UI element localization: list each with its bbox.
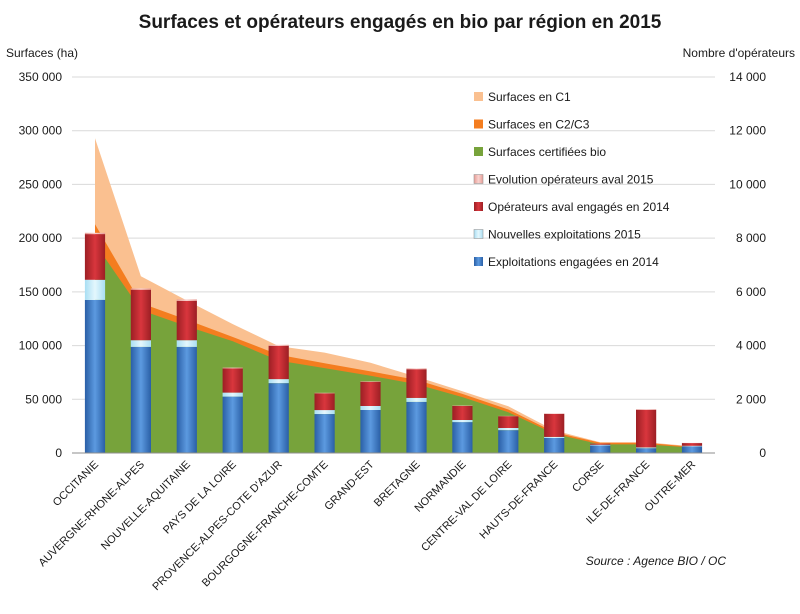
y-left-tick-label: 150 000 — [19, 285, 63, 299]
bar-evolution-op-rateurs-aval-2015 — [406, 368, 426, 369]
bar-op-rateurs-aval-engag-s-en-2014 — [636, 410, 656, 448]
y-axis-right-ticks: 0 2 000 4 000 6 000 8 000 10 000 12 000 14 000 — [729, 70, 766, 460]
legend-swatch — [474, 175, 483, 184]
y-right-tick-label: 8 000 — [736, 231, 766, 245]
y-left-tick-label: 100 000 — [19, 339, 63, 353]
y-right-tick-label: 6 000 — [736, 285, 766, 299]
x-tick-label: CENTRE-VAL DE LOIRE — [419, 459, 514, 554]
bar-evolution-op-rateurs-aval-2015 — [85, 233, 105, 234]
bar-nouvelles-exploitations-2015 — [269, 379, 289, 383]
bar-nouvelles-exploitations-2015 — [406, 398, 426, 402]
y-right-tick-label: 4 000 — [736, 339, 766, 353]
bar-nouvelles-exploitations-2015 — [636, 447, 656, 448]
bar-exploitations-engag-es-en-2014 — [177, 347, 197, 453]
legend-label: Nouvelles exploitations 2015 — [488, 228, 641, 242]
bar-op-rateurs-aval-engag-s-en-2014 — [360, 382, 380, 406]
bar-nouvelles-exploitations-2015 — [452, 420, 472, 422]
bar-op-rateurs-aval-engag-s-en-2014 — [223, 368, 243, 392]
y-axis-left-label: Surfaces (ha) — [6, 46, 78, 60]
legend-swatch — [474, 92, 483, 101]
y-left-tick-label: 50 000 — [25, 392, 62, 406]
legend-swatch — [474, 147, 483, 156]
y-right-tick-label: 0 — [759, 446, 766, 460]
bar-nouvelles-exploitations-2015 — [131, 340, 151, 347]
x-axis: OCCITANIEAUVERGNE-RHONE-ALPESNOUVELLE-AQ… — [37, 453, 715, 593]
legend-label: Exploitations engagées en 2014 — [488, 255, 659, 269]
legend-swatch — [474, 120, 483, 129]
bar-op-rateurs-aval-engag-s-en-2014 — [590, 444, 610, 445]
bar-evolution-op-rateurs-aval-2015 — [360, 381, 380, 382]
bar-nouvelles-exploitations-2015 — [498, 428, 518, 430]
legend-label: Evolution opérateurs aval 2015 — [488, 173, 654, 187]
bar-op-rateurs-aval-engag-s-en-2014 — [315, 393, 335, 410]
bar-exploitations-engag-es-en-2014 — [590, 446, 610, 454]
legend-label: Surfaces en C2/C3 — [488, 118, 590, 132]
bar-nouvelles-exploitations-2015 — [315, 410, 335, 414]
bar-evolution-op-rateurs-aval-2015 — [131, 288, 151, 289]
y-left-tick-label: 250 000 — [19, 177, 63, 191]
bar-nouvelles-exploitations-2015 — [590, 445, 610, 446]
bar-nouvelles-exploitations-2015 — [544, 437, 564, 438]
bar-op-rateurs-aval-engag-s-en-2014 — [498, 416, 518, 428]
bar-op-rateurs-aval-engag-s-en-2014 — [406, 369, 426, 398]
legend-swatch — [474, 257, 483, 266]
legend-label: Opérateurs aval engagés en 2014 — [488, 200, 670, 214]
bar-evolution-op-rateurs-aval-2015 — [177, 299, 197, 301]
bar-nouvelles-exploitations-2015 — [223, 393, 243, 397]
bar-exploitations-engag-es-en-2014 — [131, 347, 151, 453]
bar-op-rateurs-aval-engag-s-en-2014 — [131, 290, 151, 341]
y-right-tick-label: 12 000 — [729, 124, 766, 138]
y-left-tick-label: 0 — [55, 446, 62, 460]
bar-op-rateurs-aval-engag-s-en-2014 — [682, 443, 702, 446]
bar-exploitations-engag-es-en-2014 — [498, 430, 518, 453]
x-tick-label: BRETAGNE — [372, 459, 423, 510]
bar-nouvelles-exploitations-2015 — [360, 406, 380, 410]
y-right-tick-label: 10 000 — [729, 177, 766, 191]
legend-swatch — [474, 202, 483, 211]
bar-evolution-op-rateurs-aval-2015 — [269, 345, 289, 346]
bar-exploitations-engag-es-en-2014 — [544, 438, 564, 453]
bar-exploitations-engag-es-en-2014 — [682, 446, 702, 453]
bar-exploitations-engag-es-en-2014 — [269, 383, 289, 453]
bar-exploitations-engag-es-en-2014 — [223, 397, 243, 453]
legend: Surfaces en C1 Surfaces en C2/C3 Surfaces … — [474, 90, 670, 269]
y-left-tick-label: 300 000 — [19, 124, 63, 138]
legend-label: Surfaces en C1 — [488, 90, 571, 104]
x-tick-label: HAUTS-DE-FRANCE — [478, 459, 561, 542]
y-right-tick-label: 2 000 — [736, 392, 766, 406]
y-left-tick-label: 350 000 — [19, 70, 63, 84]
source-note: Source : Agence BIO / OC — [586, 554, 727, 568]
y-left-tick-label: 200 000 — [19, 231, 63, 245]
x-tick-label: NOUVELLE-AQUITAINE — [99, 459, 193, 553]
bar-exploitations-engag-es-en-2014 — [452, 422, 472, 453]
y-axis-left-ticks: 0 50 000 100 000 150 000 200 000 250 000 300 0… — [19, 70, 63, 460]
bar-nouvelles-exploitations-2015 — [85, 280, 105, 300]
bar-exploitations-engag-es-en-2014 — [406, 402, 426, 453]
bar-nouvelles-exploitations-2015 — [177, 340, 197, 347]
bar-exploitations-engag-es-en-2014 — [360, 410, 380, 453]
y-right-tick-label: 14 000 — [729, 70, 766, 84]
bar-evolution-op-rateurs-aval-2015 — [315, 393, 335, 394]
bar-op-rateurs-aval-engag-s-en-2014 — [269, 346, 289, 379]
legend-swatch — [474, 230, 483, 239]
bar-exploitations-engag-es-en-2014 — [636, 448, 656, 453]
bar-evolution-op-rateurs-aval-2015 — [223, 368, 243, 369]
legend-label: Surfaces certifiées bio — [488, 145, 606, 159]
bar-exploitations-engag-es-en-2014 — [315, 414, 335, 453]
x-tick-label: CORSE — [570, 459, 606, 495]
bar-op-rateurs-aval-engag-s-en-2014 — [452, 406, 472, 420]
bar-evolution-op-rateurs-aval-2015 — [636, 409, 656, 410]
bar-op-rateurs-aval-engag-s-en-2014 — [85, 234, 105, 280]
bar-exploitations-engag-es-en-2014 — [85, 300, 105, 453]
x-tick-label: GRAND-EST — [322, 458, 376, 512]
x-tick-label: OCCITANIE — [51, 459, 101, 509]
bar-op-rateurs-aval-engag-s-en-2014 — [544, 414, 564, 437]
chart-title: Surfaces et opérateurs engagés en bio pa… — [139, 12, 662, 33]
y-axis-right-label: Nombre d'opérateurs — [683, 46, 795, 60]
bar-op-rateurs-aval-engag-s-en-2014 — [177, 301, 197, 340]
